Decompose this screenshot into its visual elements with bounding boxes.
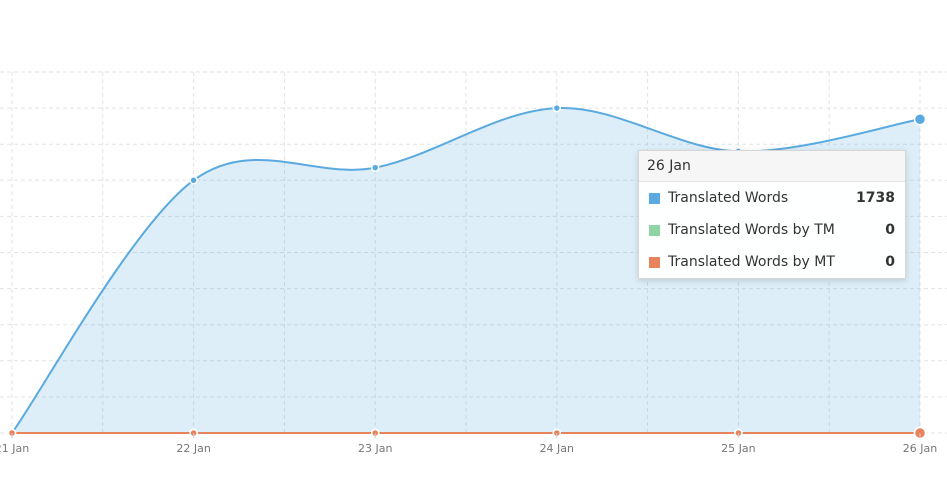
series-value: 1738 <box>856 190 895 206</box>
legend-swatch <box>649 192 660 204</box>
x-tick-label: 24 Jan <box>540 442 574 455</box>
series-name: Translated Words by MT <box>668 254 835 270</box>
x-tick-label: 21 Jan <box>0 442 29 455</box>
point <box>913 113 927 126</box>
tooltip-row: Translated Words 1738 <box>639 182 905 214</box>
x-tick-label: 22 Jan <box>176 442 210 455</box>
point <box>552 103 562 113</box>
tooltip-title: 26 Jan <box>639 151 905 182</box>
x-tick-label: 25 Jan <box>721 442 755 455</box>
x-tick-label: 23 Jan <box>358 442 392 455</box>
series-value: 0 <box>885 254 895 270</box>
legend-swatch <box>649 224 660 236</box>
tooltip-row: Translated Words by MT 0 <box>639 246 905 278</box>
point <box>189 176 198 185</box>
series-value: 0 <box>885 222 895 238</box>
point <box>370 163 380 172</box>
series-name: Translated Words by TM <box>668 222 835 238</box>
x-tick-label: 26 Jan <box>903 442 937 455</box>
tooltip: 26 Jan Translated Words 1738 Translated Wo… <box>638 150 906 279</box>
tooltip-row: Translated Words by TM 0 <box>639 214 905 246</box>
series-name: Translated Words <box>668 190 789 206</box>
legend-swatch <box>649 256 660 268</box>
